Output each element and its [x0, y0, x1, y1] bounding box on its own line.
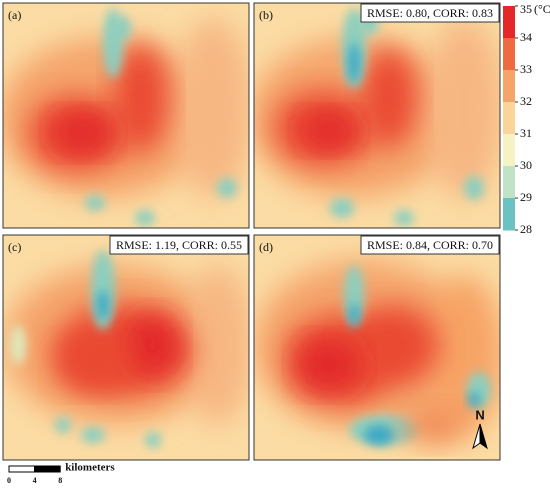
colorbar-tick-label: 32	[520, 94, 532, 108]
panels: (a) (b) RMSE: 0.80, CORR: 0.83 (c) RMSE: 1.1…	[2, 2, 501, 461]
heat-blob	[10, 325, 26, 365]
heat-blob	[217, 178, 237, 198]
colorbar-tick-label: 29	[520, 190, 532, 204]
heat-blob	[464, 176, 484, 200]
heat-blob	[364, 425, 394, 445]
map-panel: (c) RMSE: 1.19, CORR: 0.55	[2, 234, 250, 461]
stats-box	[360, 3, 500, 23]
heat-blob	[394, 210, 414, 226]
heatmap	[3, 235, 249, 460]
heat-blob	[135, 210, 155, 226]
heat-blob	[404, 405, 464, 445]
scale-tick-label: 4	[33, 476, 37, 485]
stats-text: RMSE: 1.19, CORR: 0.55	[116, 238, 242, 252]
heat-blob	[173, 18, 249, 198]
colorbar-segment	[503, 166, 515, 199]
colorbar-segment	[503, 6, 515, 39]
heat-blob	[299, 340, 359, 390]
heat-blob	[344, 265, 364, 325]
heat-blob	[115, 16, 131, 40]
north-label: N	[475, 407, 484, 422]
heat-blob	[128, 315, 178, 375]
heat-blob	[330, 198, 354, 218]
map-panel: (a)	[2, 2, 250, 229]
colorbar-segment	[503, 38, 515, 71]
heat-blob	[361, 48, 417, 148]
heat-blob	[468, 392, 480, 408]
heat-blob	[424, 18, 500, 198]
heat-blob	[81, 427, 105, 443]
heat-blob	[349, 305, 439, 385]
scale-unit: kilometers	[65, 462, 115, 474]
stats-text: RMSE: 0.80, CORR: 0.83	[367, 6, 493, 20]
heat-blob	[113, 43, 169, 153]
heat-blob	[349, 303, 359, 327]
panel-label: (a)	[8, 8, 21, 22]
panel-label: (c)	[8, 240, 21, 254]
heat-blob	[85, 195, 105, 211]
colorbar-unit: (°C)	[534, 2, 550, 16]
colorbar-tick-label: 35	[520, 2, 532, 16]
heat-blob	[55, 417, 71, 433]
scale-tick-label: 0	[7, 476, 11, 485]
stats-box	[109, 235, 249, 255]
scale-segment	[8, 465, 36, 473]
colorbar-segment	[503, 102, 515, 135]
heat-blob	[303, 113, 355, 149]
colorbar: 35 34 33 32 31 30 29 28 (°C)	[503, 2, 550, 236]
heatmap	[254, 235, 500, 460]
heatmap	[3, 3, 249, 228]
heat-blob	[183, 265, 249, 425]
stats-box	[360, 235, 500, 255]
colorbar-tick-label: 33	[520, 62, 532, 76]
heatmap	[254, 3, 500, 228]
heat-blob	[348, 43, 360, 83]
scale-tick-label: 8	[58, 476, 62, 485]
colorbar-segment	[503, 70, 515, 103]
colorbar-tick-label: 34	[520, 30, 532, 44]
panel-label: (b)	[259, 8, 273, 22]
north-arrow: N	[472, 407, 488, 450]
heat-blob	[58, 340, 128, 390]
scale-segment	[34, 465, 61, 473]
arrow-right	[479, 423, 488, 450]
colorbar-segment	[503, 134, 515, 167]
panel-border	[253, 234, 501, 461]
colorbar-tick-label: 31	[520, 126, 532, 140]
colorbar-segment	[503, 198, 515, 231]
colorbar-tick-label: 28	[520, 222, 532, 236]
panel-border	[2, 234, 250, 461]
heat-blob	[55, 113, 111, 153]
map-panel: (b) RMSE: 0.80, CORR: 0.83	[253, 2, 501, 229]
panel-label: (d)	[259, 240, 273, 254]
colorbar-tick-label: 30	[520, 158, 532, 172]
heat-blob	[145, 432, 161, 448]
panel-border	[2, 2, 250, 229]
map-panel: (d) RMSE: 0.84, CORR: 0.70	[253, 234, 501, 461]
stats-text: RMSE: 0.84, CORR: 0.70	[367, 238, 493, 252]
heat-blob	[97, 290, 109, 320]
panel-border	[253, 2, 501, 229]
